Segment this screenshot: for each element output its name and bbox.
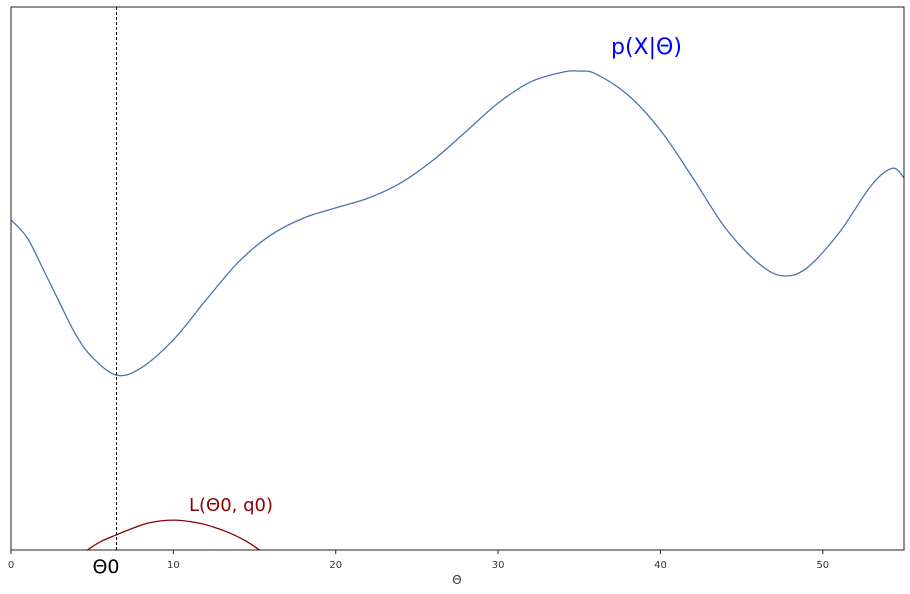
series-line-p (10, 70, 905, 377)
series-line-L (86, 519, 260, 551)
x-axis-label: Θ (452, 573, 461, 587)
x-tick-label: 10 (167, 560, 180, 571)
x-tick-label: 50 (816, 560, 829, 571)
series-label-L: L(Θ0, q0) (189, 495, 273, 516)
x-tick-label: 30 (492, 560, 505, 571)
theta0-label: Θ0 (92, 556, 119, 578)
x-tick-label: 0 (8, 560, 14, 571)
x-tick-label: 20 (329, 560, 342, 571)
series-label-p: p(X|Θ) (611, 35, 682, 60)
x-tick-label: 40 (654, 560, 667, 571)
plot-frame (10, 6, 905, 551)
